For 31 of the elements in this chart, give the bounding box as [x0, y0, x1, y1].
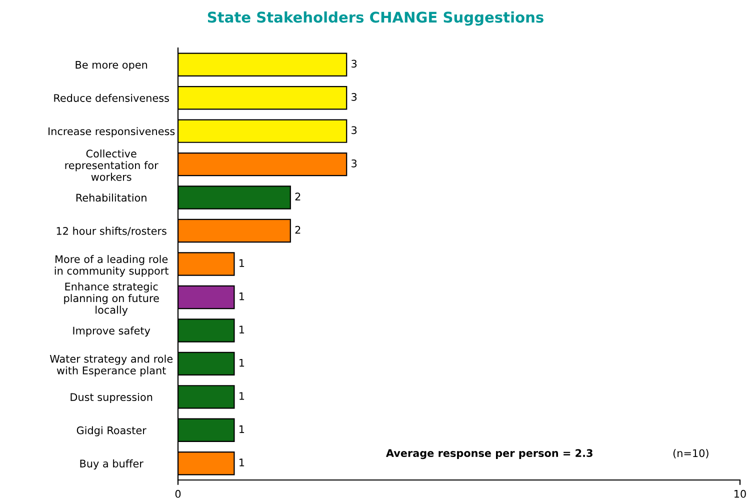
data-label: 2: [295, 192, 300, 200]
y-tick-label: Gidgi Roaster: [76, 426, 146, 436]
y-tick-label: Rehabilitation: [76, 194, 146, 202]
data-label: 3: [352, 159, 357, 168]
y-tick-label: Enhance strategic planning on future locally: [64, 282, 159, 316]
data-label: 1: [240, 292, 244, 300]
y-tick-label: Dust supression: [70, 392, 152, 404]
data-label: 1: [240, 326, 244, 334]
y-tick-label: More of a leading role in community support: [54, 255, 169, 277]
data-label: 1: [240, 259, 244, 267]
data-label: 3: [352, 126, 357, 134]
data-label: 1: [240, 392, 244, 400]
annotation: Average response per person = 2.3: [386, 449, 592, 460]
x-tick-label: 10: [734, 490, 746, 498]
data-label: 1: [240, 425, 244, 434]
chart-title: State Stakeholders CHANGE Suggestions: [208, 11, 544, 26]
x-tick-label: 0: [175, 490, 181, 498]
annotation: (n=10): [673, 449, 708, 458]
y-tick-label: Collective representation for workers: [65, 149, 158, 181]
data-label: 3: [352, 92, 357, 101]
data-label: 2: [295, 226, 300, 234]
y-tick-label: Buy a buffer: [80, 459, 144, 470]
data-label: 3: [352, 60, 357, 68]
data-label: 1: [240, 358, 244, 367]
y-tick-label: 12 hour shifts/rosters: [56, 226, 166, 236]
y-tick-label: Reduce defensiveness: [54, 94, 169, 102]
y-tick-label: Water strategy and role with Esperance plant: [50, 354, 173, 376]
data-label: 1: [240, 458, 244, 466]
y-tick-label: Be more open: [76, 60, 148, 71]
y-tick-label: Increase responsiveness: [48, 127, 175, 138]
y-tick-label: Improve safety: [73, 326, 150, 337]
